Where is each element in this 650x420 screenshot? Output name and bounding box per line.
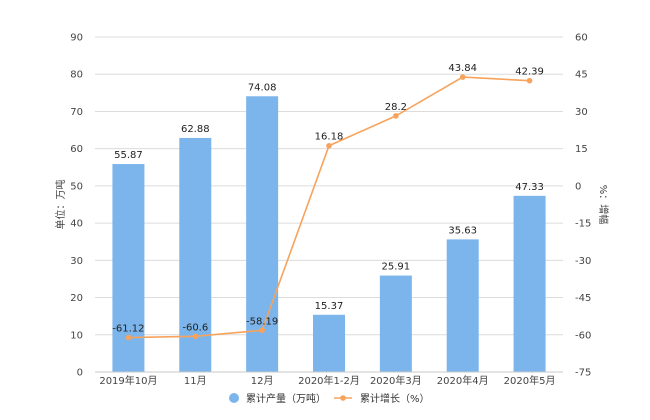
line-point-cumulative-growth	[393, 113, 399, 119]
line-data-label: 43.84	[448, 63, 477, 74]
y-tick-label-right: -75	[575, 368, 591, 379]
line-data-label: -61.12	[112, 324, 144, 335]
y-tick-label-right: 30	[575, 107, 588, 118]
line-point-cumulative-growth	[259, 327, 265, 334]
y-tick-label-left: 60	[70, 144, 83, 155]
bar-data-label: 47.33	[515, 182, 544, 193]
x-tick-label: 2020年1-2月	[298, 374, 360, 387]
bar-cumulative-output	[313, 314, 345, 372]
bar-cumulative-output	[513, 195, 546, 372]
x-tick-label: 11月	[184, 375, 207, 387]
y-tick-label-left: 70	[70, 107, 83, 118]
x-tick-label: 2020年5月	[504, 374, 556, 387]
x-tick-label: 12月	[251, 375, 274, 387]
x-tick-label: 2020年4月	[437, 374, 489, 387]
x-tick-label: 2020年3月	[370, 374, 422, 387]
legend-label-line: 累计增长（%）	[360, 392, 430, 405]
y-tick-label-left: 90	[70, 33, 83, 44]
y-tick-label-right: 0	[575, 181, 581, 192]
line-data-label: 28.2	[385, 102, 407, 113]
bar-cumulative-output	[112, 164, 145, 372]
line-data-label: -58.19	[246, 316, 278, 327]
bar-data-label: 74.08	[248, 82, 277, 93]
line-data-label: 16.18	[315, 132, 344, 143]
line-point-cumulative-growth	[326, 142, 332, 149]
y-tick-label-left: 80	[70, 70, 83, 81]
y-tick-label-right: 15	[575, 144, 588, 155]
bar-cumulative-output	[179, 137, 212, 372]
y-tick-label-left: 40	[70, 219, 83, 230]
legend-swatch-bar	[229, 393, 239, 403]
y-tick-label-right: -60	[575, 330, 591, 341]
line-point-cumulative-growth	[526, 77, 533, 84]
line-data-label: -60.6	[182, 322, 208, 333]
y-tick-label-right: 60	[575, 33, 588, 44]
bar-data-label: 55.87	[114, 150, 143, 161]
legend-label-bar: 累计产量（万吨）	[246, 392, 326, 405]
bar-data-label: 35.63	[448, 225, 477, 236]
y-axis-title-left: 单位：万吨	[54, 180, 67, 230]
bar-cumulative-output	[446, 239, 479, 372]
y-tick-label-right: -45	[575, 293, 591, 304]
bar-cumulative-output	[379, 275, 412, 372]
y-tick-label-left: 0	[77, 368, 83, 379]
bar-data-label: 15.37	[315, 301, 344, 312]
legend-swatch-line-marker	[340, 395, 346, 401]
y-tick-label-right: -15	[575, 219, 591, 230]
y-axis-title-right: %：增幅	[597, 185, 610, 225]
y-tick-label-left: 10	[70, 330, 83, 341]
line-point-cumulative-growth	[459, 74, 466, 80]
y-tick-label-right: -30	[575, 256, 591, 267]
line-point-cumulative-growth	[192, 333, 199, 340]
line-data-label: 42.39	[515, 67, 544, 78]
bar-data-label: 62.88	[181, 124, 210, 135]
y-tick-label-left: 50	[70, 181, 83, 192]
y-tick-label-left: 30	[70, 256, 83, 267]
y-tick-label-right: 45	[575, 70, 588, 81]
bar-data-label: 25.91	[382, 262, 411, 273]
y-tick-label-left: 20	[70, 293, 83, 304]
x-tick-label: 2019年10月	[99, 374, 157, 387]
bar-cumulative-output	[246, 96, 279, 372]
line-point-cumulative-growth	[125, 334, 132, 341]
